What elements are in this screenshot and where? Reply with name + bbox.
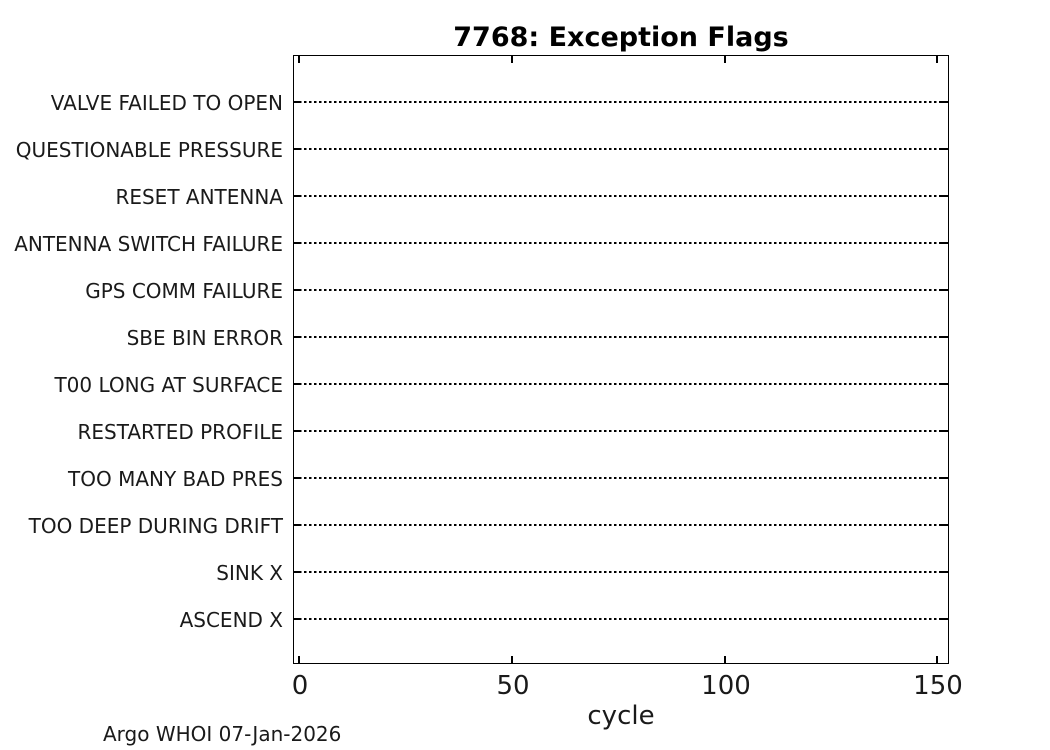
x-tick-label: 100 [701,671,751,701]
x-axis-tick [724,656,726,663]
category-gridline [294,289,948,291]
y-category-label: QUESTIONABLE PRESSURE [15,138,283,162]
y-category-label: RESET ANTENNA [115,185,283,209]
category-gridline [294,336,948,338]
x-axis-tick [511,656,513,663]
y-category-label: RESTARTED PROFILE [77,420,283,444]
footer-annotation: Argo WHOI 07-Jan-2026 [103,722,342,746]
chart-title: 7768: Exception Flags [453,22,789,53]
category-gridline [294,101,948,103]
y-category-label: ASCEND X [179,608,283,632]
x-axis-tick [298,56,300,63]
y-category-label: T00 LONG AT SURFACE [54,373,283,397]
x-axis-tick [936,56,938,63]
x-axis-label: cycle [587,701,655,731]
y-category-label: VALVE FAILED TO OPEN [50,91,283,115]
plot-area [293,55,949,664]
category-gridline [294,242,948,244]
y-category-label: TOO MANY BAD PRES [68,467,283,491]
y-category-label: ANTENNA SWITCH FAILURE [14,232,283,256]
category-gridline [294,618,948,620]
category-gridline [294,430,948,432]
x-tick-label: 0 [291,671,309,701]
x-tick-label: 50 [496,671,530,701]
x-axis-tick [936,656,938,663]
category-gridline [294,148,948,150]
y-category-label: SBE BIN ERROR [126,326,283,350]
category-gridline [294,524,948,526]
y-category-label: TOO DEEP DURING DRIFT [28,514,283,538]
x-axis-tick [298,656,300,663]
category-gridline [294,477,948,479]
category-gridline [294,195,948,197]
y-category-label: GPS COMM FAILURE [85,279,283,303]
x-axis-tick [724,56,726,63]
x-axis-tick [511,56,513,63]
y-category-label: SINK X [216,561,283,585]
x-tick-label: 150 [913,671,963,701]
category-gridline [294,383,948,385]
category-gridline [294,571,948,573]
